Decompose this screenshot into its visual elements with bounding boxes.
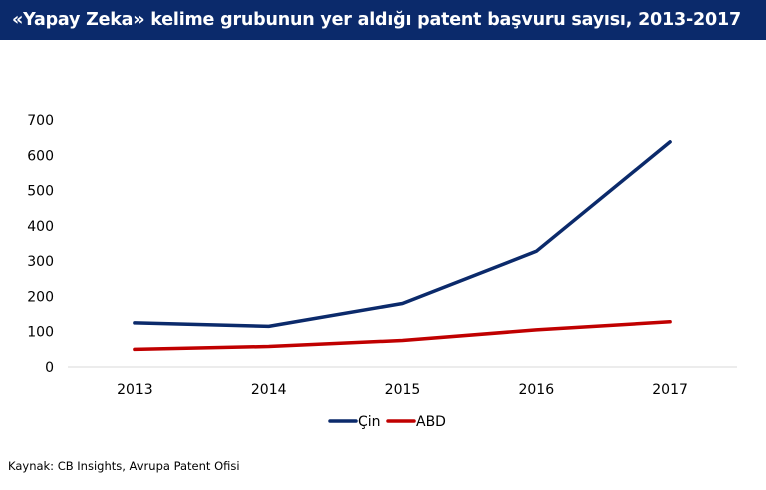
y-tick-label: 500	[27, 184, 54, 200]
y-tick-label: 700	[27, 113, 54, 129]
x-tick-label: 2013	[117, 382, 153, 398]
legend: Çin ABD	[328, 414, 446, 430]
x-tick-label: 2017	[652, 382, 688, 398]
y-tick-label: 600	[27, 148, 54, 164]
source-note: Kaynak: CB Insights, Avrupa Patent Ofisi	[8, 459, 240, 473]
x-axis-ticks: 2013 2014 2015 2016 2017	[117, 382, 688, 398]
series-lines	[133, 140, 672, 352]
y-tick-label: 0	[45, 360, 54, 376]
series-line-ABD	[133, 320, 672, 352]
y-axis-ticks: 0 100 200 300 400 500 600 700	[27, 113, 54, 376]
x-tick-label: 2016	[518, 382, 554, 398]
series-line-Çin	[133, 140, 672, 329]
chart-title: «Yapay Zeka» kelime grubunun yer aldığı …	[0, 0, 766, 40]
y-tick-label: 100	[27, 325, 54, 341]
x-tick-label: 2015	[385, 382, 421, 398]
y-tick-label: 400	[27, 219, 54, 235]
legend-label: Çin	[358, 414, 381, 430]
legend-label: ABD	[416, 414, 446, 430]
y-tick-label: 300	[27, 254, 54, 270]
x-tick-label: 2014	[251, 382, 287, 398]
y-tick-label: 200	[27, 289, 54, 305]
